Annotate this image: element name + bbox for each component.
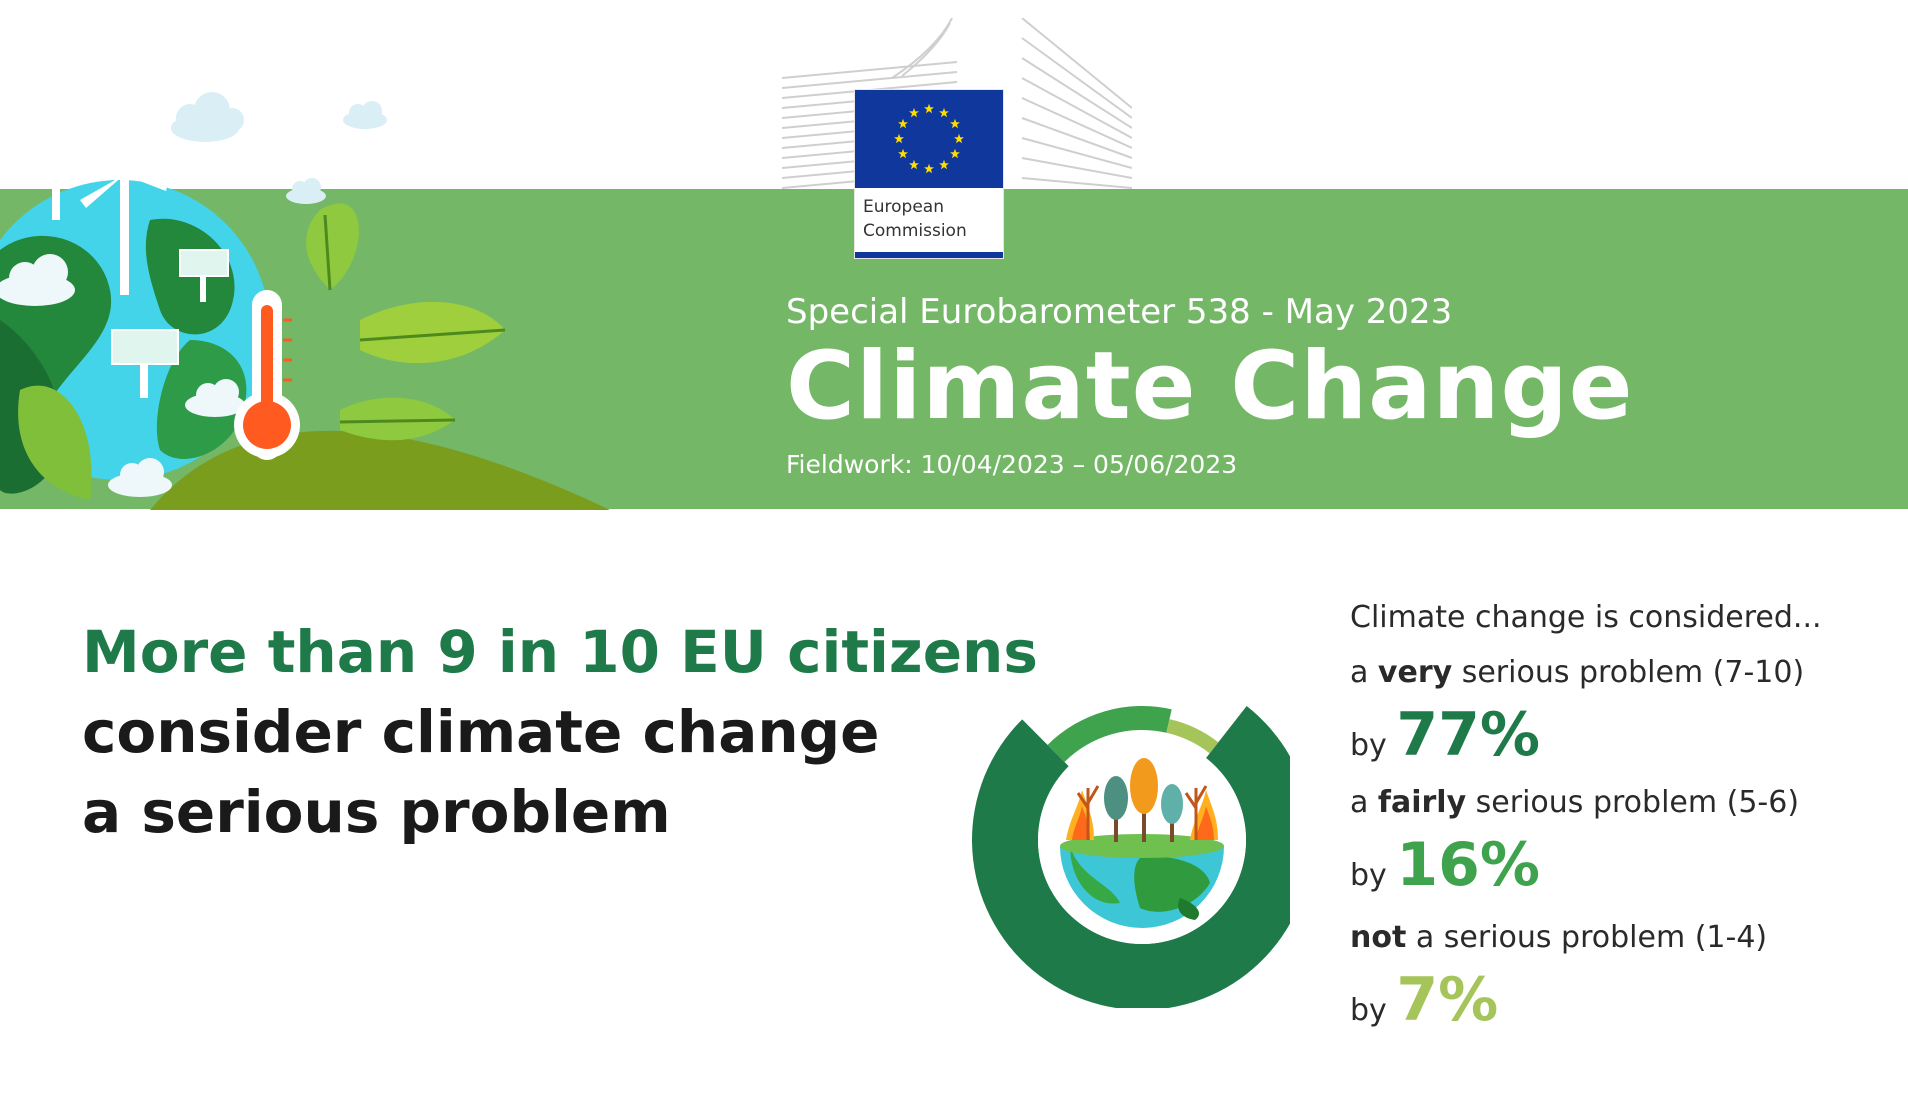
ec-logo-bar (855, 252, 1003, 258)
legend-value-fairly: by 16% (1350, 830, 1540, 900)
eu-star (909, 107, 919, 118)
legend-item-not: not a serious problem (1-4) (1350, 920, 1767, 955)
cloud-icon (286, 178, 326, 204)
eu-star (939, 159, 949, 170)
legend-by: by (1350, 858, 1387, 893)
cloud-icon (0, 254, 75, 306)
solar-panel-icon (111, 329, 179, 398)
legend-item-very: a very serious problem (7-10) (1350, 655, 1804, 690)
ec-logo: European Commission (855, 90, 1003, 258)
leaf-icon (339, 397, 456, 441)
legend-emphasis: very (1377, 655, 1453, 690)
donut-chart (972, 706, 1290, 1008)
legend-emphasis: not (1350, 920, 1407, 955)
eu-flag-icon (855, 90, 1003, 188)
wind-turbine-icon (15, 90, 95, 220)
legend-label: serious problem (7-10) (1452, 655, 1805, 690)
cloud-icon (108, 458, 172, 497)
eu-star (924, 163, 934, 174)
thermometer-icon (234, 290, 300, 460)
legend-label: a serious problem (1-4) (1406, 920, 1768, 955)
legend-prefix: a (1350, 785, 1378, 820)
ec-name-line1: European (863, 197, 944, 217)
sky-clouds (171, 92, 387, 204)
headline-line3: a serious problem (82, 778, 671, 846)
climate-illustration (0, 90, 610, 510)
burning-earth-icon (1060, 758, 1224, 928)
legend-pct-fairly: 16% (1396, 830, 1540, 900)
eu-star (939, 107, 949, 118)
legend-prefix: a (1350, 655, 1378, 690)
eu-star (950, 118, 960, 129)
legend-pct-not: 7% (1396, 965, 1499, 1035)
fieldwork-dates: Fieldwork: 10/04/2023 – 05/06/2023 (786, 450, 1238, 479)
headline: More than 9 in 10 EU citizens consider c… (82, 612, 1038, 852)
legend-emphasis: fairly (1377, 785, 1467, 820)
leaf-icon (306, 203, 359, 291)
legend-intro: Climate change is considered... (1350, 600, 1822, 635)
leaf-icon (359, 301, 506, 364)
legend-value-not: by 7% (1350, 965, 1498, 1035)
eu-star (894, 133, 904, 144)
eu-star (898, 148, 908, 159)
legend-by: by (1350, 728, 1387, 763)
donut-slice-not (1166, 719, 1219, 754)
donut-slice-fairly (1047, 706, 1172, 762)
cloud-icon (171, 92, 244, 142)
legend-value-very: by 77% (1350, 700, 1540, 770)
eu-star (924, 103, 934, 114)
ec-name: European Commission (863, 195, 999, 243)
solar-panel-icon (179, 249, 229, 302)
legend-by: by (1350, 993, 1387, 1028)
cloud-icon (343, 101, 387, 129)
leaf-icon (18, 385, 92, 500)
legend-pct-very: 77% (1396, 700, 1540, 770)
cloud-icon (185, 379, 245, 417)
eu-star (898, 118, 908, 129)
wind-turbine-icon (80, 122, 168, 295)
eu-star (909, 159, 919, 170)
page-title: Climate Change (786, 332, 1634, 441)
legend-label: serious problem (5-6) (1466, 785, 1800, 820)
eu-star (954, 133, 964, 144)
report-subtitle: Special Eurobarometer 538 - May 2023 (786, 292, 1453, 332)
legend-item-fairly: a fairly serious problem (5-6) (1350, 785, 1799, 820)
ec-name-line2: Commission (863, 221, 967, 241)
headline-line1: More than 9 in 10 EU citizens (82, 618, 1038, 686)
eu-star (950, 148, 960, 159)
donut-slice-very (972, 706, 1290, 1008)
headline-line2: consider climate change (82, 698, 880, 766)
